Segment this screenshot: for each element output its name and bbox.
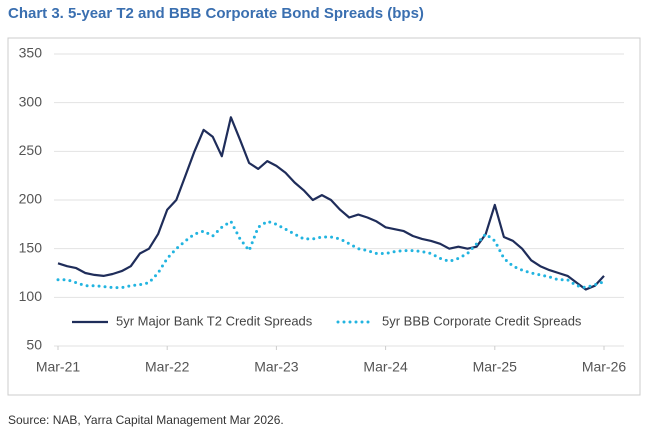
- source-note: Source: NAB, Yarra Capital Management Ma…: [8, 413, 284, 427]
- chart-frame: [7, 37, 641, 396]
- x-tick-label: Mar-26: [582, 359, 627, 375]
- x-tick-label: Mar-22: [145, 359, 190, 375]
- y-tick-label: 200: [19, 191, 43, 207]
- series-line: [57, 116, 605, 291]
- chart-title: Chart 3. 5-year T2 and BBB Corporate Bon…: [8, 5, 424, 22]
- y-tick-label: 300: [19, 93, 43, 109]
- legend-label: 5yr Major Bank T2 Credit Spreads: [116, 313, 313, 328]
- legend-label: 5yr BBB Corporate Credit Spreads: [382, 313, 582, 328]
- x-tick-label: Mar-25: [473, 359, 518, 375]
- y-tick-label: 250: [19, 142, 43, 158]
- y-tick-label: 50: [26, 337, 42, 353]
- y-tick-label: 350: [19, 45, 43, 61]
- y-tick-label: 150: [19, 239, 43, 255]
- x-tick-label: Mar-24: [363, 359, 408, 375]
- x-tick-label: Mar-21: [36, 359, 81, 375]
- series-line: [56, 219, 606, 290]
- y-tick-label: 100: [19, 288, 43, 304]
- x-tick-label: Mar-23: [254, 359, 299, 375]
